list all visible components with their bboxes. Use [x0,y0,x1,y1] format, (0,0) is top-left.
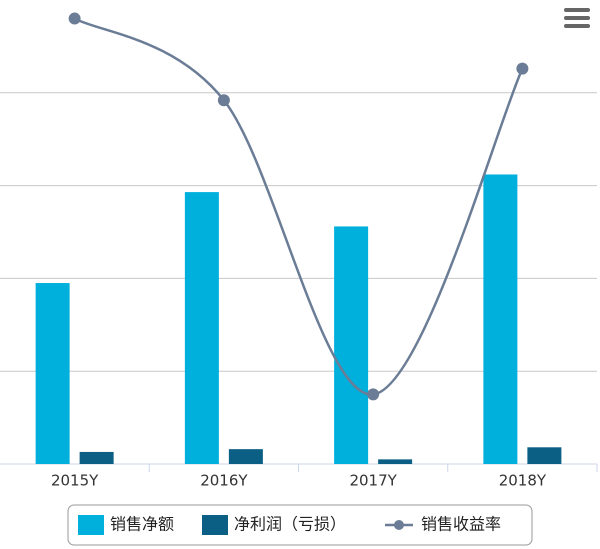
bar [334,226,369,464]
bar [184,192,219,464]
legend-symbol [202,515,228,535]
line [74,17,524,396]
menu-bar [564,16,590,20]
menu-bar [564,24,590,28]
line-point [68,12,81,25]
line-point [516,62,529,75]
bar [483,174,518,465]
legend-label: 销售净额 [110,515,174,534]
x-tick-label: 2018Y [499,472,547,490]
legend-symbol [78,515,104,535]
x-tick-label: 2016Y [200,472,248,490]
bar [79,451,114,464]
legend: 销售净额 净利润（亏损） 销售收益率 [78,515,501,535]
bar [527,447,562,464]
x-tick-label: 2015Y [51,472,99,490]
bar [35,283,70,464]
menu-icon[interactable] [564,8,590,28]
line-point [367,388,380,401]
menu-bar [564,8,590,12]
line-point [217,94,230,107]
legend-symbol [394,520,404,530]
bar [378,459,413,464]
legend-box [67,504,533,546]
x-tick-label: 2017Y [349,472,397,490]
bar [228,449,263,464]
legend-label: 净利润（亏损） [234,515,346,534]
legend-label: 销售收益率 [421,515,501,534]
